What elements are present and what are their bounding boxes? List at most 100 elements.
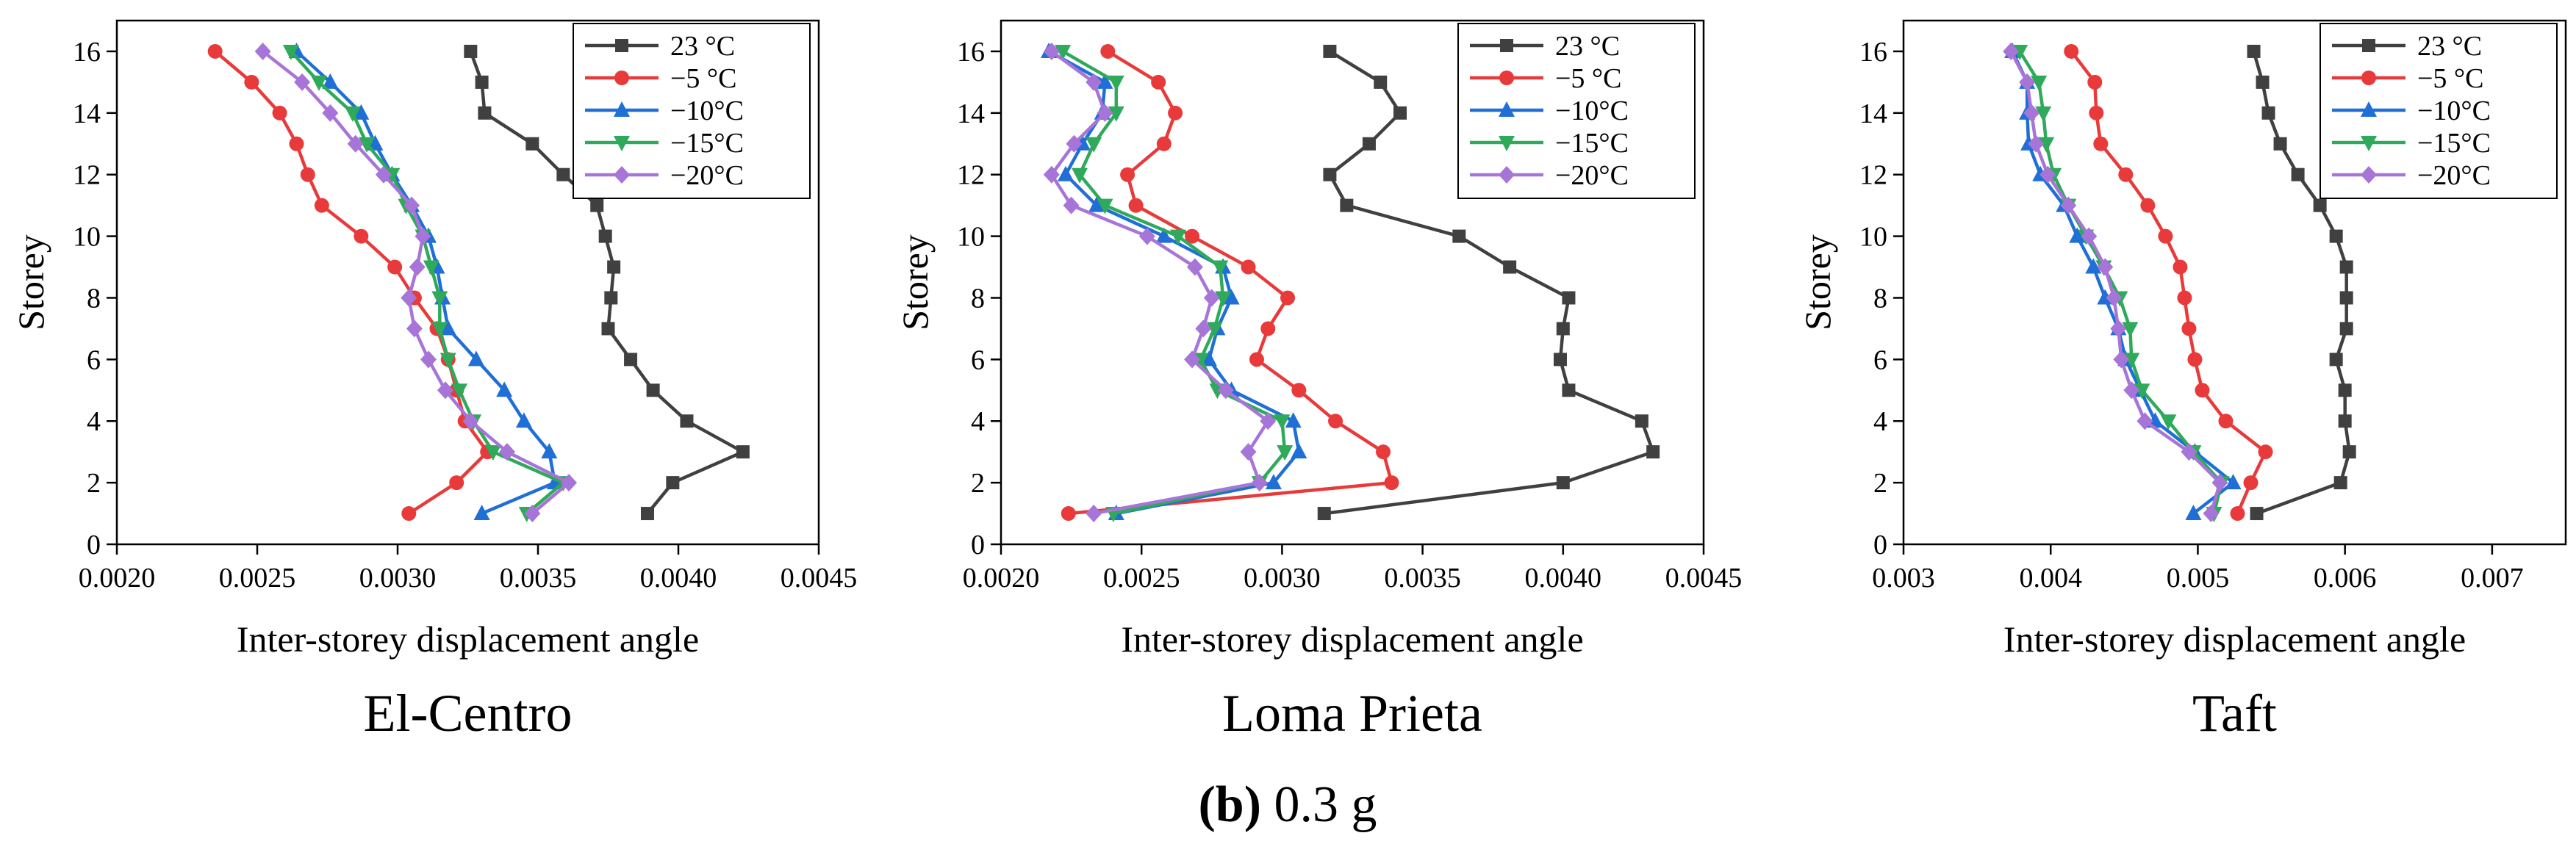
data-point <box>2122 322 2139 338</box>
data-point <box>1323 167 1337 181</box>
legend-label: 23 °C <box>2417 31 2482 62</box>
data-point <box>2113 350 2130 369</box>
data-point <box>1562 291 1576 305</box>
data-point <box>1169 229 1186 245</box>
data-point <box>2225 474 2242 490</box>
y-tick-label: 16 <box>73 37 101 68</box>
data-point <box>1291 443 1307 459</box>
data-point <box>401 289 417 307</box>
x-tick-label: 0.0045 <box>781 563 858 594</box>
data-point <box>2339 260 2353 274</box>
data-point <box>1260 321 1276 336</box>
series-line <box>290 50 565 515</box>
x-tick-label: 0.0025 <box>219 563 296 594</box>
data-point <box>1097 73 1113 89</box>
data-point <box>1120 167 1135 182</box>
data-point <box>403 196 420 214</box>
data-point <box>354 228 369 244</box>
data-point <box>462 412 479 430</box>
data-point <box>2158 228 2173 244</box>
x-axis-label: Inter-storey displacement angle <box>237 618 699 660</box>
data-point <box>289 136 304 151</box>
series-line <box>2018 50 2223 514</box>
legend-label: −5 °C <box>1555 63 1621 94</box>
y-tick-label: 16 <box>957 37 985 68</box>
data-point <box>1562 383 1576 397</box>
data-point <box>2247 44 2261 58</box>
data-point <box>2256 75 2270 89</box>
data-point <box>1215 291 1232 307</box>
y-tick-label: 0 <box>87 530 101 560</box>
data-point <box>1086 73 1102 91</box>
x-tick-label: 0.0045 <box>1665 563 1743 594</box>
legend-marker <box>1499 166 1515 184</box>
data-point <box>353 104 370 120</box>
series-line <box>1324 49 1655 516</box>
y-tick-label: 12 <box>957 160 985 191</box>
data-point <box>431 322 448 338</box>
data-point <box>2250 507 2264 521</box>
data-point <box>1155 227 1172 243</box>
data-point <box>2313 198 2327 212</box>
data-point <box>344 106 361 122</box>
data-point <box>423 260 440 276</box>
data-point <box>2085 258 2102 274</box>
data-point <box>2023 104 2040 122</box>
y-tick-label: 4 <box>1873 406 1887 437</box>
y-tick-label: 14 <box>1859 98 1887 129</box>
legend: 23 °C−5 °C−10°C−15°C−20°C <box>2320 23 2558 199</box>
data-point <box>475 75 489 89</box>
x-tick-label: 0.0040 <box>1525 563 1602 594</box>
x-tick-label: 0.0035 <box>500 563 577 594</box>
series-line <box>214 50 489 515</box>
x-tick-label: 0.0030 <box>1244 563 1321 594</box>
y-tick-label: 2 <box>1873 468 1887 499</box>
legend-label: 23 °C <box>1555 31 1620 62</box>
data-point <box>2028 134 2045 153</box>
legend-marker <box>2361 71 2376 85</box>
x-tick-label: 0.006 <box>2314 563 2377 594</box>
data-point <box>1200 350 1217 367</box>
data-point <box>2123 381 2140 400</box>
data-point <box>601 322 615 336</box>
legend-label: 23 °C <box>670 31 735 62</box>
data-point <box>2097 258 2114 276</box>
data-point <box>607 260 621 274</box>
data-point <box>2195 383 2210 398</box>
x-tick-label: 0.007 <box>2461 563 2524 594</box>
data-point <box>1061 506 1076 522</box>
legend-label: −5 °C <box>670 63 736 94</box>
data-point <box>736 445 750 459</box>
data-point <box>525 137 539 151</box>
x-tick-label: 0.003 <box>1872 563 1935 594</box>
data-point <box>1374 75 1388 89</box>
data-point <box>406 320 423 338</box>
plot-frame <box>1902 19 2567 546</box>
data-point <box>1556 322 1570 336</box>
legend-marker <box>614 136 630 151</box>
data-point <box>1280 290 1296 306</box>
data-point <box>1274 414 1291 430</box>
data-point <box>1043 165 1060 184</box>
y-tick-label: 6 <box>1873 345 1887 375</box>
y-tick-label: 16 <box>1859 37 1887 68</box>
plot-frame <box>115 19 820 546</box>
data-point <box>2338 383 2352 397</box>
legend-marker <box>2361 101 2377 117</box>
y-axis-label: Storey <box>1797 234 1838 331</box>
data-point <box>604 291 618 305</box>
data-point <box>272 105 287 120</box>
data-point <box>1055 44 1072 60</box>
legend-label: −10°C <box>1555 95 1629 126</box>
data-point <box>561 474 578 492</box>
y-tick-label: 8 <box>1873 283 1887 314</box>
y-tick-label: 12 <box>1859 160 1887 191</box>
data-point <box>1203 289 1220 307</box>
data-point <box>473 505 490 521</box>
data-point <box>2039 165 2056 184</box>
data-point <box>2185 505 2202 521</box>
data-point <box>467 350 484 367</box>
y-tick-label: 2 <box>971 468 985 499</box>
data-point <box>541 443 558 459</box>
x-tick-label: 0.0035 <box>1384 563 1461 594</box>
